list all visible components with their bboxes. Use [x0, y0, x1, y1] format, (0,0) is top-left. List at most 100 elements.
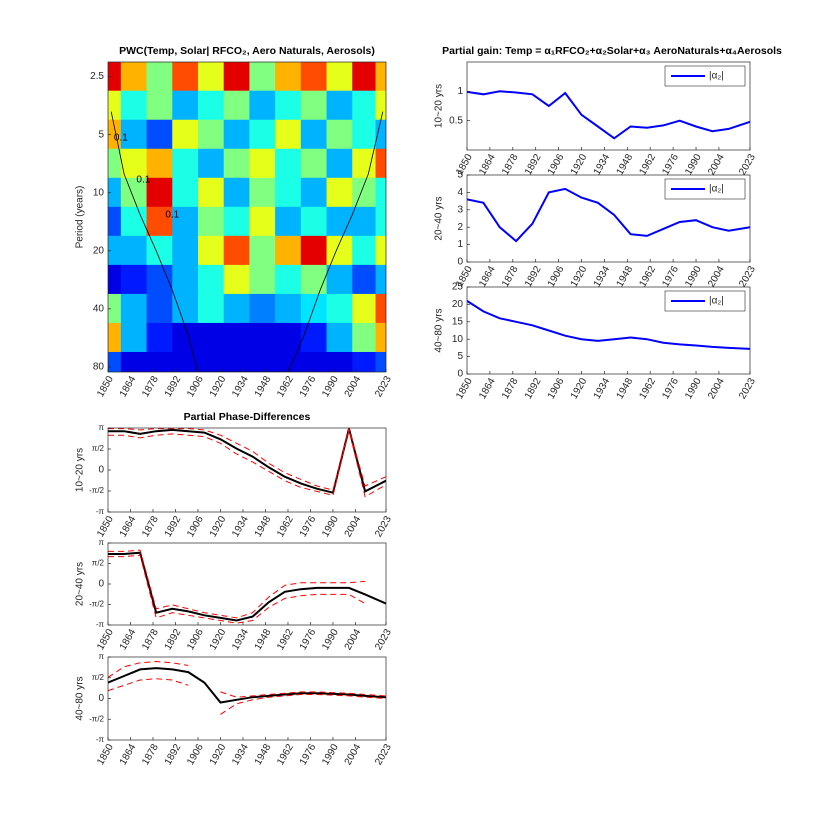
heat-cell	[375, 90, 386, 121]
heat-cell	[108, 264, 122, 295]
x-tick-label: 1948	[615, 264, 636, 289]
heat-cell	[223, 177, 250, 208]
series-line	[108, 428, 386, 491]
x-tick-label: 2004	[706, 376, 727, 401]
heat-cell	[172, 235, 199, 266]
x-tick-label: 1934	[592, 264, 613, 289]
series-line	[467, 187, 750, 243]
x-tick-label: 1920	[208, 514, 229, 539]
x-tick-label: 2023	[373, 627, 394, 652]
x-tick-label: 1990	[320, 374, 341, 399]
y-tick-label: -π	[96, 507, 105, 516]
heat-cell	[326, 62, 353, 92]
series-line	[108, 551, 386, 622]
heat-cell	[197, 293, 225, 324]
x-tick-label: 1920	[569, 376, 590, 401]
heat-cell	[375, 293, 386, 324]
heat-cell	[146, 235, 173, 266]
y-tick-label: π	[98, 538, 104, 547]
heat-cell	[275, 264, 302, 295]
x-tick-label: 1850	[454, 376, 475, 401]
heat-cell	[249, 177, 276, 208]
x-tick-label: 1976	[660, 264, 681, 289]
heat-cell	[172, 148, 199, 179]
heat-cell	[375, 62, 386, 92]
y-axis-label: 40~80 yrs	[75, 676, 86, 720]
heat-cell	[172, 90, 199, 121]
heat-cell	[120, 148, 148, 179]
heat-cell	[120, 119, 148, 150]
x-tick-label: 1906	[185, 374, 206, 399]
x-tick-label: 1906	[185, 627, 206, 652]
x-tick-label: 1864	[477, 376, 498, 401]
y-tick-label: π/2	[92, 444, 105, 453]
heat-cell	[249, 206, 276, 237]
y-tick-label: -π/2	[89, 714, 104, 723]
x-tick-label: 1948	[253, 374, 274, 399]
x-tick-label: 1906	[185, 514, 206, 539]
heat-cell	[223, 351, 250, 372]
x-tick-label: 2004	[343, 627, 364, 652]
y-tick-label: 0	[457, 369, 463, 380]
x-tick-label: 1976	[298, 374, 319, 399]
y-tick-label: 25	[452, 282, 464, 293]
heat-cell	[326, 351, 353, 372]
heat-cell	[326, 119, 353, 150]
x-tick-label: 1962	[637, 152, 658, 177]
heat-cell	[375, 177, 386, 208]
x-tick-label: 2004	[706, 152, 727, 177]
series-line	[108, 549, 366, 619]
x-tick-label: 2023	[373, 742, 394, 767]
x-tick-label: 2023	[373, 374, 394, 399]
y-tick-label: 0	[98, 693, 104, 704]
series-line	[108, 429, 386, 498]
heat-cell	[146, 322, 173, 353]
heat-cell	[326, 322, 353, 353]
heat-cell	[197, 322, 225, 353]
y-tick-label: 80	[93, 362, 105, 373]
heat-cell	[172, 62, 199, 92]
heat-cell	[146, 177, 173, 208]
heat-cell	[197, 90, 225, 121]
contour-label: 0.1	[136, 175, 150, 186]
heat-cell	[172, 119, 199, 150]
x-tick-label: 2023	[737, 376, 758, 401]
heat-cell	[197, 206, 225, 237]
heat-cell	[249, 119, 276, 150]
heat-cell	[352, 119, 377, 150]
axes-frame	[466, 61, 751, 151]
y-tick-label: 5	[457, 170, 463, 181]
heat-cell	[249, 293, 276, 324]
x-tick-label: 1948	[615, 376, 636, 401]
x-tick-label: 1920	[208, 742, 229, 767]
heat-cell	[326, 90, 353, 121]
axes-frame	[466, 174, 751, 263]
x-tick-label: 1892	[523, 264, 544, 289]
heat-cell	[223, 90, 250, 121]
heat-cell	[275, 293, 302, 324]
heat-cell	[326, 293, 353, 324]
heat-cell	[223, 293, 250, 324]
x-tick-label: 1892	[163, 742, 184, 767]
axes-bg	[108, 543, 386, 625]
heat-cell	[172, 206, 199, 237]
x-tick-label: 1920	[208, 374, 229, 399]
heat-cell	[300, 322, 328, 353]
heat-cell	[352, 206, 377, 237]
heat-cell	[275, 148, 302, 179]
heat-cell	[375, 206, 386, 237]
heat-cell	[197, 264, 225, 295]
y-tick-label: 2	[457, 222, 463, 233]
x-tick-label: 1850	[95, 742, 116, 767]
x-tick-label: 1892	[523, 376, 544, 401]
x-tick-label: 1934	[592, 152, 613, 177]
heat-cell	[172, 264, 199, 295]
y-tick-label: -π	[96, 620, 105, 629]
y-tick-label: 1	[457, 239, 463, 250]
plot-area	[108, 428, 386, 512]
heat-cell	[146, 351, 173, 372]
y-axis-label: 20~40 yrs	[75, 562, 86, 606]
y-tick-label: -π/2	[89, 486, 104, 495]
x-tick-label: 1864	[477, 264, 498, 289]
